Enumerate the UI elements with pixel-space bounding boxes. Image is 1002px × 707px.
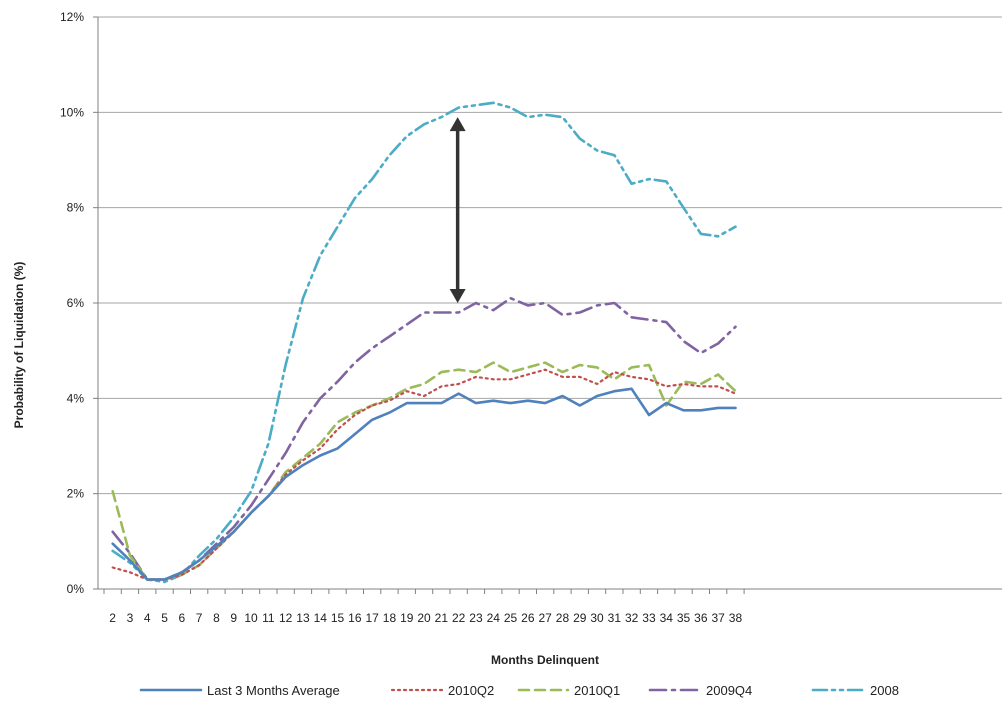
series-lines bbox=[111, 101, 737, 584]
x-tick-label-26: 26 bbox=[521, 611, 535, 625]
x-tick-label-35: 35 bbox=[677, 611, 691, 625]
gridlines bbox=[98, 16, 1002, 495]
y-axis-title: Probability of Liquidation (%) bbox=[12, 262, 26, 429]
legend-label-2008: 2008 bbox=[870, 683, 899, 698]
x-tick-label-5: 5 bbox=[161, 611, 168, 625]
x-tick-label-17: 17 bbox=[365, 611, 379, 625]
x-tick-label-27: 27 bbox=[538, 611, 552, 625]
x-tick-label-38: 38 bbox=[729, 611, 743, 625]
x-tick-label-22: 22 bbox=[452, 611, 466, 625]
x-tick-label-28: 28 bbox=[556, 611, 570, 625]
y-tick-label-6%: 6% bbox=[67, 296, 85, 310]
x-tick-label-31: 31 bbox=[608, 611, 622, 625]
x-tick-label-8: 8 bbox=[213, 611, 220, 625]
x-tick-label-19: 19 bbox=[400, 611, 414, 625]
x-tick-label-18: 18 bbox=[383, 611, 397, 625]
x-tick-label-11: 11 bbox=[262, 611, 275, 625]
annotation-arrowhead-up bbox=[449, 117, 466, 132]
legend-label-2010q2: 2010Q2 bbox=[448, 683, 494, 698]
series-line-2010q2 bbox=[111, 368, 737, 581]
x-tick-label-7: 7 bbox=[196, 611, 203, 625]
x-tick-label-21: 21 bbox=[435, 611, 449, 625]
x-tick-label-34: 34 bbox=[660, 611, 674, 625]
axes bbox=[93, 16, 1002, 594]
x-tick-label-6: 6 bbox=[179, 611, 186, 625]
y-tick-label-8%: 8% bbox=[67, 201, 85, 215]
series-line-2008 bbox=[111, 101, 737, 584]
y-tick-label-4%: 4% bbox=[67, 391, 85, 405]
x-tick-label-23: 23 bbox=[469, 611, 483, 625]
x-tick-label-29: 29 bbox=[573, 611, 587, 625]
y-tick-label-0%: 0% bbox=[67, 582, 85, 596]
y-tick-label-2%: 2% bbox=[67, 487, 85, 501]
legend: Last 3 Months Average 2010Q2 2010Q1 2009Q4 2… bbox=[139, 683, 899, 698]
x-tick-label-10: 10 bbox=[244, 611, 258, 625]
x-tick-label-9: 9 bbox=[230, 611, 237, 625]
x-tick-label-12: 12 bbox=[279, 611, 293, 625]
x-tick-label-13: 13 bbox=[296, 611, 310, 625]
x-tick-label-16: 16 bbox=[348, 611, 362, 625]
x-tick-label-33: 33 bbox=[642, 611, 656, 625]
legend-label-last-3-months-average: Last 3 Months Average bbox=[207, 683, 340, 698]
annotation bbox=[449, 117, 466, 303]
x-tick-label-36: 36 bbox=[694, 611, 708, 625]
y-tick-label-12%: 12% bbox=[60, 10, 84, 24]
x-tick-label-24: 24 bbox=[487, 611, 501, 625]
annotation-arrowhead-down bbox=[449, 289, 466, 303]
series-line-2009q4 bbox=[111, 296, 737, 581]
x-tick-label-14: 14 bbox=[314, 611, 328, 625]
x-tick-label-30: 30 bbox=[590, 611, 604, 625]
x-tick-label-15: 15 bbox=[331, 611, 345, 625]
x-axis-title: Months Delinquent bbox=[491, 653, 599, 667]
x-tick-label-4: 4 bbox=[144, 611, 151, 625]
x-tick-label-3: 3 bbox=[127, 611, 134, 625]
y-tick-label-10%: 10% bbox=[60, 105, 84, 119]
legend-label-2010q1: 2010Q1 bbox=[574, 683, 620, 698]
x-tick-label-37: 37 bbox=[711, 611, 725, 625]
series-line-last-3-months-average bbox=[111, 387, 737, 581]
x-tick-label-20: 20 bbox=[417, 611, 431, 625]
x-tick-labels: 2 3 4 5 6 7 8 9 10 11 12 13 14 15 16 17 18 19 20 21 22 23 24 25… bbox=[109, 611, 742, 625]
x-tick-label-2: 2 bbox=[109, 611, 116, 625]
x-tick-label-32: 32 bbox=[625, 611, 639, 625]
y-tick-labels: 0% 2% 4% 6% 8% 10% 12% bbox=[60, 10, 84, 596]
x-tick-label-25: 25 bbox=[504, 611, 518, 625]
legend-label-2009q4: 2009Q4 bbox=[706, 683, 752, 698]
